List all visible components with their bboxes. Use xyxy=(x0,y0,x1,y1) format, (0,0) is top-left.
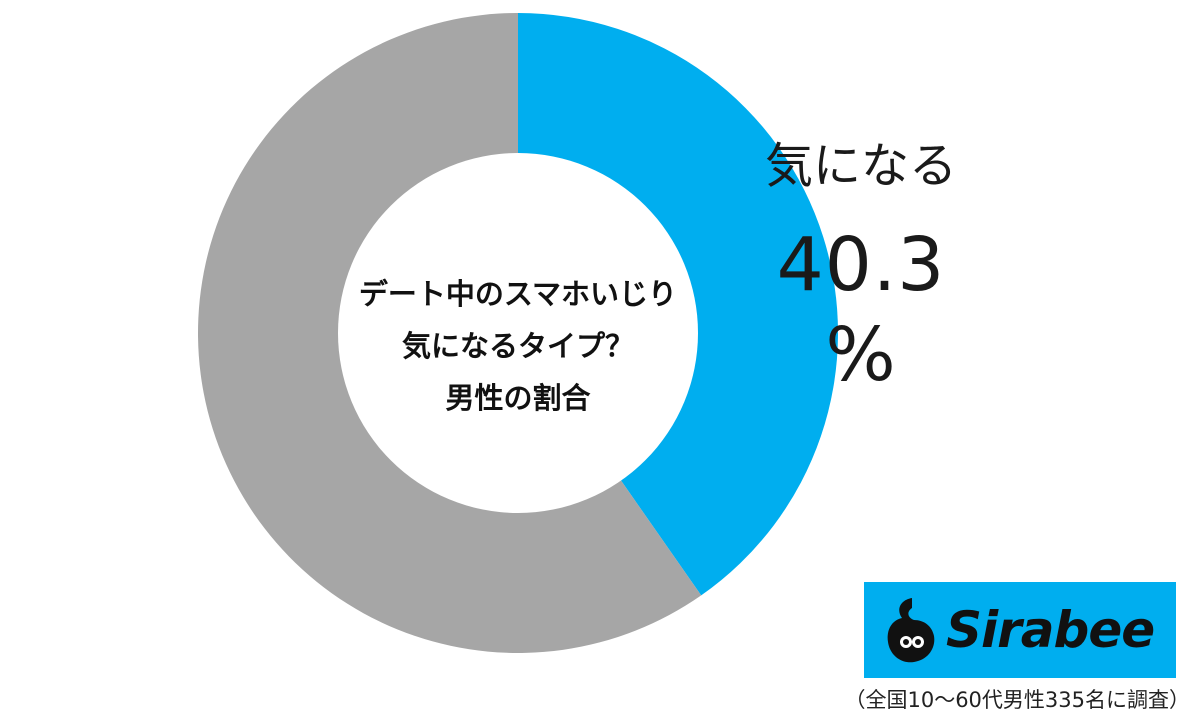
chart-title: デート中のスマホいじり 気になるタイプ？ 男性の割合 xyxy=(338,268,698,424)
slice-value: 40.3 % xyxy=(776,222,946,398)
slice-name: 気になる xyxy=(764,138,957,194)
donut-hole xyxy=(338,153,698,513)
survey-footnote: （全国10～60代男性335名に調査） xyxy=(844,688,1190,712)
title-line: 気になるタイプ？ xyxy=(401,329,634,363)
slice-label-kininaru: 気になる 40.3 % xyxy=(736,136,986,400)
title-line: 男性の割合 xyxy=(445,381,591,415)
logo-text: Sirabee xyxy=(946,601,1155,659)
title-line: デート中のスマホいじり xyxy=(358,277,678,311)
sirabee-logo: Sirabee xyxy=(864,582,1176,678)
sirabee-mascot-icon xyxy=(887,598,935,663)
